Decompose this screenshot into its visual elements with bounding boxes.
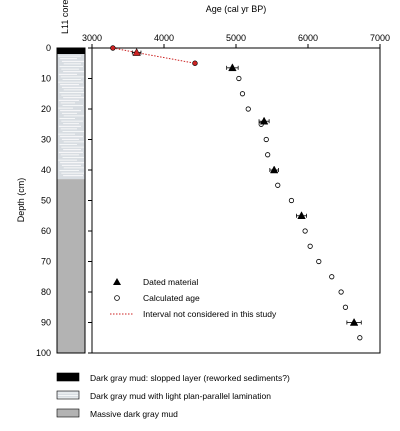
calculated-age-point [316, 258, 322, 265]
lithology-swatch-massive [56, 408, 80, 418]
lithology-legend: Dark gray mud: slopped layer (reworked s… [56, 372, 290, 419]
legend-label-dated: Dated material [143, 277, 198, 287]
y-tick-label: 0 [46, 43, 51, 53]
dated-material-point [297, 211, 306, 219]
calculated-age-point [338, 289, 344, 295]
calculated-age-point [245, 106, 251, 112]
calculated-age-point [307, 243, 313, 249]
lithology-swatch-laminated [56, 390, 80, 400]
interval-endpoint [192, 60, 198, 66]
calculated-age-point [342, 304, 349, 310]
dated-material-point [259, 116, 269, 125]
y-axis-title: Depth (cm) [16, 178, 26, 223]
legend-circle-marker [114, 295, 120, 301]
lithology-label-stippled: Dark gray mud: slopped layer (reworked s… [90, 373, 290, 383]
lithology-swatch-stippled [56, 372, 80, 382]
y-tick-label: 100 [36, 348, 51, 358]
data-marks [110, 45, 363, 341]
y-tick-label: 50 [41, 196, 51, 206]
lithology-unit-stippled [57, 48, 85, 55]
legend-label-calculated: Calculated age [143, 293, 200, 303]
calculated-age-point [265, 152, 271, 158]
interval-endpoint [110, 45, 116, 51]
calculated-age-point [302, 228, 308, 234]
y-tick-label: 30 [41, 135, 51, 145]
lithology-label-laminated: Dark gray mud with light plan-parallel l… [90, 391, 271, 401]
x-tick-label: 5000 [226, 33, 246, 43]
lithology-unit-laminated [57, 54, 85, 180]
dated-material-point [228, 63, 237, 72]
x-tick-label: 4000 [154, 33, 174, 43]
lithology-label-massive: Massive dark gray mud [90, 409, 178, 419]
x-tick-label: 3000 [82, 33, 102, 43]
lithology-units [57, 48, 85, 353]
y-axis-ticks: 0 10 20 30 40 50 60 70 80 90 100 [36, 43, 92, 358]
y-tick-label: 40 [41, 165, 51, 175]
lithology-column-frame [56, 47, 86, 354]
lithology-unit-massive [57, 179, 85, 353]
x-axis-ticks: 3000 4000 5000 6000 7000 [82, 33, 390, 48]
y-tick-label: 70 [41, 257, 51, 267]
x-tick-label: 7000 [370, 33, 390, 43]
y-tick-label: 10 [41, 74, 51, 84]
core-label: L11 core [60, 0, 70, 34]
dated-material-point [269, 165, 279, 174]
calculated-age-point [357, 335, 363, 341]
legend-triangle-marker [113, 278, 121, 285]
x-axis-title: Age (cal yr BP) [206, 4, 267, 14]
y-tick-label: 80 [41, 287, 51, 297]
y-tick-label: 90 [41, 318, 51, 328]
lithology-column [56, 47, 86, 354]
y-tick-label: 20 [41, 104, 51, 114]
dated-material-point [132, 48, 141, 56]
calculated-age-point [329, 274, 335, 280]
y-tick-label: 60 [41, 226, 51, 236]
calculated-age-point [275, 182, 281, 188]
x-tick-label: 6000 [298, 33, 318, 43]
calculated-age-point [236, 75, 242, 82]
plot-legend: Dated material Calculated age Interval n… [110, 277, 277, 319]
lithology-swatch-laminated-lines [58, 392, 78, 399]
interval-line [112, 47, 196, 64]
calculated-age-point [263, 136, 269, 143]
calculated-age-point [239, 91, 246, 97]
dated-material-point [349, 317, 359, 326]
plot-frame [91, 47, 381, 354]
calculated-age-point [288, 197, 295, 204]
legend-label-interval: Interval not considered in this study [143, 309, 277, 319]
